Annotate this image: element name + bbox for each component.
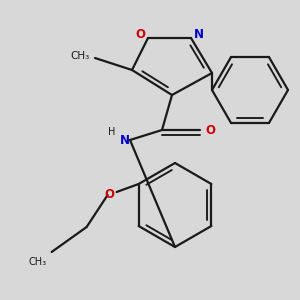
Text: N: N: [120, 134, 130, 146]
Text: O: O: [105, 188, 115, 202]
Text: N: N: [194, 28, 204, 41]
Text: H: H: [108, 127, 116, 137]
Text: O: O: [135, 28, 145, 41]
Text: O: O: [205, 124, 215, 137]
Text: CH₃: CH₃: [71, 51, 90, 61]
Text: CH₃: CH₃: [28, 257, 46, 267]
